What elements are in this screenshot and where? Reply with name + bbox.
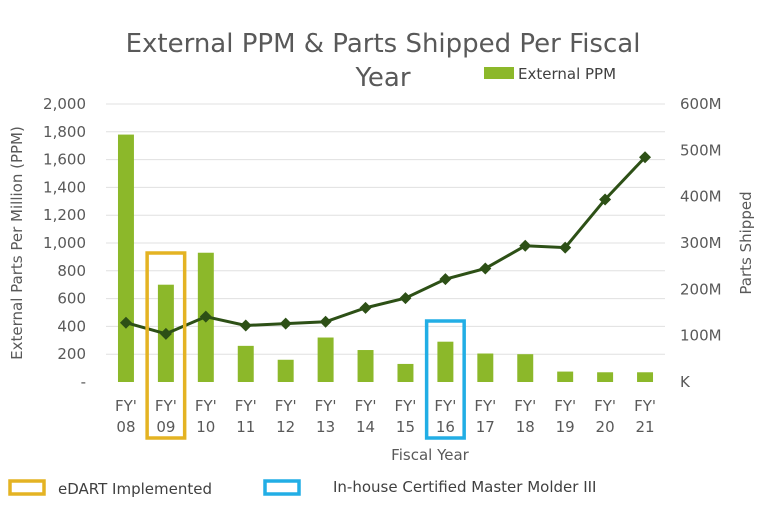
- left-tick-label: 600: [57, 290, 86, 308]
- right-axis-ticks: K 100M 200M 300M 400M 500M 600M: [680, 95, 722, 391]
- bar-13: [317, 337, 334, 382]
- left-tick-label: 2,000: [43, 95, 86, 113]
- right-tick-label: 100M: [680, 327, 722, 345]
- x-tick-label-bottom: 20: [596, 418, 615, 436]
- bar-15: [397, 363, 414, 382]
- line-marker-16: [439, 273, 452, 286]
- x-axis-title: Fiscal Year: [391, 446, 469, 464]
- annotation-legend: eDART Implemented In-house Certified Mas…: [8, 478, 596, 498]
- x-tick-label-bottom: 08: [116, 418, 135, 436]
- highlight-boxes: [145, 251, 466, 440]
- legend: External PPM: [484, 65, 616, 83]
- line-marker-21: [639, 151, 652, 164]
- line-marker-08: [119, 316, 132, 329]
- x-tick-label-top: FY': [434, 397, 456, 415]
- bar-20: [597, 372, 614, 382]
- x-tick-label-bottom: 12: [276, 418, 295, 436]
- x-tick-label-top: FY': [315, 397, 337, 415]
- x-tick-label-top: FY': [275, 397, 297, 415]
- line-marker-10: [199, 310, 212, 323]
- x-tick-label-top: FY': [235, 397, 257, 415]
- left-axis-ticks: - 200 400 600 800 1,000 1,200 1,400 1,600 1,800 2,…: [43, 95, 86, 391]
- x-tick-label-bottom: 16: [436, 418, 455, 436]
- x-tick-label-bottom: 10: [196, 418, 215, 436]
- x-axis-ticks: FY' 08 FY' 09 FY' 10 FY' 11 FY' 12 FY' 13 FY' 14 FY' 15…: [115, 397, 656, 436]
- legend-swatch-external-ppm: [484, 67, 514, 79]
- right-tick-label: K: [680, 373, 691, 391]
- right-tick-label: 600M: [680, 95, 722, 113]
- bar-19: [557, 371, 574, 382]
- line-marker-18: [519, 239, 532, 252]
- bar-21: [637, 372, 654, 382]
- line-marker-12: [279, 317, 292, 330]
- bar-11: [237, 345, 254, 382]
- x-tick-label-top: FY': [355, 397, 377, 415]
- bar-series: [117, 134, 654, 382]
- x-tick-label-top: FY': [195, 397, 217, 415]
- bar-17: [477, 353, 494, 382]
- x-tick-label-top: FY': [474, 397, 496, 415]
- edart-legend-label: eDART Implemented: [58, 480, 212, 498]
- left-tick-label: 1,000: [43, 234, 86, 252]
- edart-legend-box: [8, 479, 46, 496]
- line-marker-13: [319, 315, 332, 328]
- legend-label-external-ppm: External PPM: [518, 65, 616, 83]
- bar-16: [437, 341, 454, 382]
- highlight-box-16: [424, 319, 466, 440]
- left-tick-label: 200: [57, 345, 86, 363]
- right-tick-label: 400M: [680, 188, 722, 206]
- molder-legend-box: [263, 479, 301, 496]
- molder-legend-label: In-house Certified Master Molder III: [333, 478, 596, 496]
- line-marker-15: [399, 292, 412, 305]
- left-tick-label: 1,600: [43, 151, 86, 169]
- line-marker-14: [359, 301, 372, 314]
- line-marker-19: [559, 241, 572, 254]
- bar-18: [517, 354, 534, 382]
- x-tick-label-top: FY': [514, 397, 536, 415]
- left-tick-label: 800: [57, 262, 86, 280]
- left-tick-label: 1,200: [43, 206, 86, 224]
- x-tick-label-top: FY': [395, 397, 417, 415]
- line-marker-17: [479, 262, 492, 275]
- x-tick-label-top: FY': [594, 397, 616, 415]
- line-marker-20: [599, 193, 612, 206]
- x-tick-label-bottom: 15: [396, 418, 415, 436]
- right-tick-label: 200M: [680, 280, 722, 298]
- parts-shipped-line: [125, 156, 647, 336]
- x-tick-label-bottom: 09: [156, 418, 175, 436]
- x-tick-label-bottom: 18: [516, 418, 535, 436]
- x-tick-label-top: FY': [155, 397, 177, 415]
- right-tick-label: 300M: [680, 234, 722, 252]
- bar-08: [117, 134, 134, 382]
- line-series: [119, 151, 652, 340]
- left-tick-label: 1,400: [43, 178, 86, 196]
- bar-14: [357, 350, 374, 382]
- left-tick-label: 1,800: [43, 123, 86, 141]
- highlight-box-09: [145, 251, 187, 440]
- x-tick-label-top: FY': [115, 397, 137, 415]
- x-tick-label-bottom: 11: [236, 418, 255, 436]
- left-tick-label: -: [81, 373, 86, 391]
- right-axis-title: Parts Shipped: [737, 191, 755, 294]
- x-tick-label-bottom: 19: [556, 418, 575, 436]
- x-tick-label-bottom: 17: [476, 418, 495, 436]
- line-marker-09: [159, 327, 172, 340]
- left-axis-title: External Parts Per Million (PPM): [8, 126, 26, 360]
- bar-12: [277, 359, 294, 382]
- x-tick-label-top: FY': [554, 397, 576, 415]
- line-marker-11: [239, 319, 252, 332]
- x-tick-label-top: FY': [634, 397, 656, 415]
- x-tick-label-bottom: 14: [356, 418, 375, 436]
- x-tick-label-bottom: 21: [635, 418, 654, 436]
- right-tick-label: 500M: [680, 141, 722, 159]
- left-tick-label: 400: [57, 317, 86, 335]
- chart-title-line2: Year: [354, 63, 410, 93]
- chart-title-line1: External PPM & Parts Shipped Per Fiscal: [126, 29, 641, 59]
- x-tick-label-bottom: 13: [316, 418, 335, 436]
